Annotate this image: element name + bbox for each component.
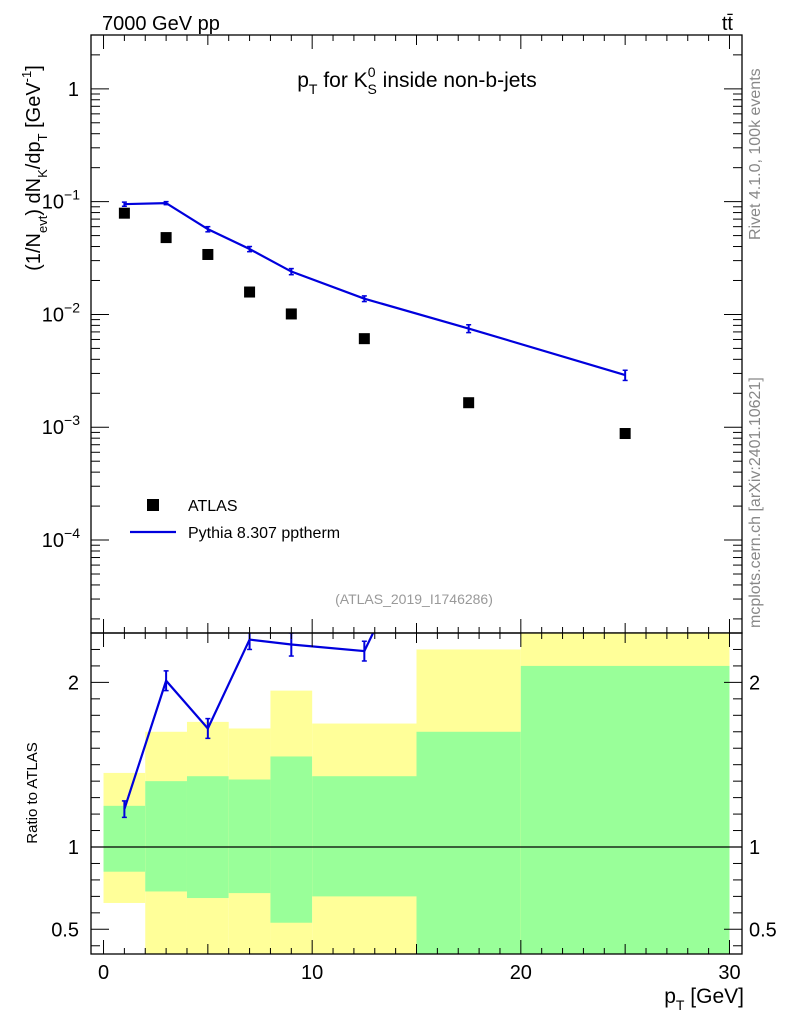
legend-pythia-label: Pythia 8.307 pptherm [188,525,340,542]
ratio-y-tick-label-left: 1 [68,837,79,859]
main-y-axis-title: (1/Nevt) dNK/dpT [GeV-1] [19,65,50,271]
main-y-tick-label: 10−4 [42,525,80,552]
ratio-y-tick-label-right: 2 [749,672,760,694]
ratio-y-tick-label-right: 1 [749,837,760,859]
uncertainty-band-inner [228,779,271,894]
ratio-series-group [121,633,375,819]
data-point [285,308,297,320]
data-point [619,428,631,440]
data-point [358,333,370,345]
rivet-label: Rivet 4.1.0, 100k events [747,68,764,240]
source-label: mcplots.cern.ch [arXiv:2401.10621] [747,377,764,628]
uncertainty-band-inner [312,776,417,897]
ratio-y-tick-label-left: 0.5 [51,919,79,941]
x-axis-title: pT [GeV] [664,985,744,1013]
mc-series-line [124,202,626,377]
legend-atlas-label: ATLAS [188,498,238,515]
data-point [160,232,172,244]
data-point [463,397,475,409]
legend: ATLAS Pythia 8.307 pptherm [130,498,340,542]
energy-label: 7000 GeV pp [102,13,220,35]
ratio-ticks: 0 10 20 30 0.5 0.5 1 1 2 2 [51,633,777,984]
uncertainty-band-inner [145,781,187,892]
uncertainty-band-inner [416,731,521,954]
legend-atlas-marker [147,499,159,511]
x-tick-label: 10 [301,962,323,984]
main-y-tick-label: 1 [68,79,79,101]
analysis-watermark: (ATLAS_2019_I1746286) [335,591,493,607]
main-y-ticks: 1 10−1 10−2 10−3 10−4 [42,34,742,633]
uncertainty-band-inner [520,665,730,954]
main-plot-content [118,200,631,440]
x-tick-label: 20 [510,962,532,984]
data-point [118,207,130,219]
ratio-frame [90,632,743,955]
main-y-tick-label: 10−1 [42,187,80,214]
chart-title: pT for K0 S inside non-b-jets [297,64,537,97]
uncertainty-band-inner [186,776,229,899]
ratio-y-tick-label-right: 0.5 [749,919,777,941]
ratio-y-tick-label-left: 2 [68,672,79,694]
data-point [244,286,256,298]
x-tick-label: 30 [718,962,740,984]
main-y-tick-label: 10−2 [42,299,80,326]
main-frame [90,34,743,634]
data-point [202,248,214,260]
uncertainty-band-inner [270,756,313,923]
ratio-y-axis-title: Ratio to ATLAS [24,742,41,843]
process-label: tt̄ [722,13,734,35]
x-tick-label: 0 [98,962,109,984]
ratio-plot-content [91,633,742,954]
ratio-panel: 0 10 20 30 0.5 0.5 1 1 2 2 Ratio to ATLAS pT [GeV… [24,632,777,1013]
main-y-tick-label: 10−3 [42,412,80,439]
main-panel: 1 10−1 10−2 10−3 10−4 pT for K0 S inside non-… [19,34,743,634]
